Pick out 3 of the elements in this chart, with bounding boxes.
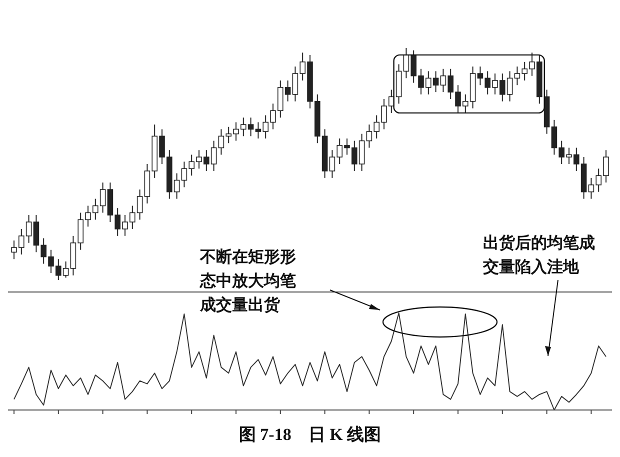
annotation: 不断在矩形形态中放大均笔成交量出货 xyxy=(199,248,297,314)
text: 图 7-18 日 K 线图 xyxy=(238,425,382,444)
annotation: 出货后的均笔成交量陷入洼地 xyxy=(482,234,595,276)
